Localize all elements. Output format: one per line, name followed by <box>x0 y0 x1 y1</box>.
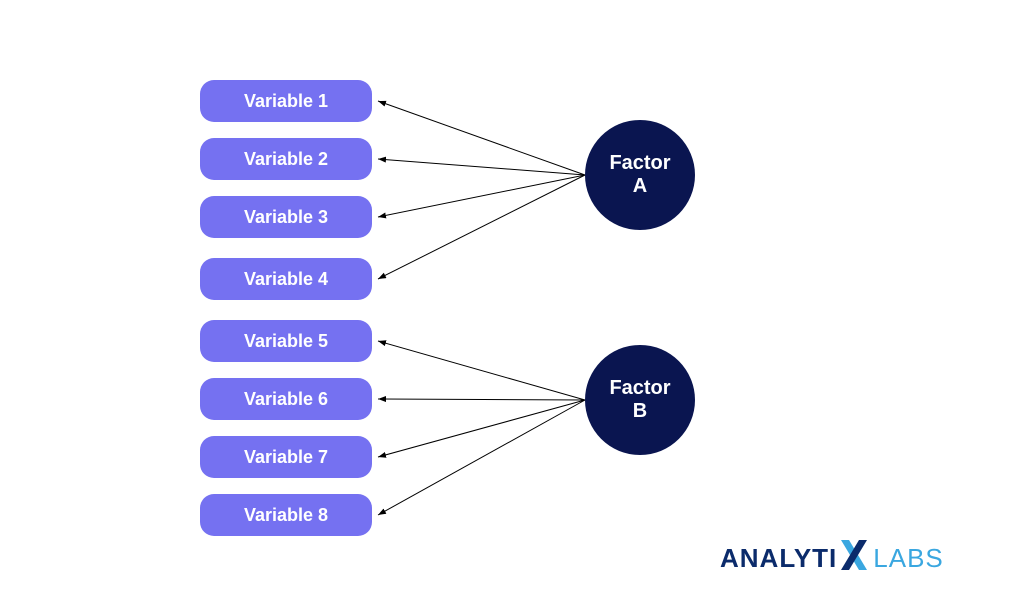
variable-label: Variable 2 <box>244 149 328 170</box>
factor-label-line1: Factor <box>609 377 670 400</box>
edge-factorA-var2 <box>378 159 585 175</box>
edge-factorA-var4 <box>378 175 585 279</box>
variable-label: Variable 3 <box>244 207 328 228</box>
factor-label-line1: Factor <box>609 152 670 175</box>
factor-a: FactorA <box>585 120 695 230</box>
variable-2: Variable 2 <box>200 138 372 180</box>
edges-layer <box>0 0 1024 597</box>
variable-7: Variable 7 <box>200 436 372 478</box>
edge-factorB-var8 <box>378 400 585 515</box>
variable-1: Variable 1 <box>200 80 372 122</box>
logo-x-icon <box>837 540 871 577</box>
logo-text-part1: ANALYTI <box>720 543 837 574</box>
variable-label: Variable 4 <box>244 269 328 290</box>
edge-factorA-var3 <box>378 175 585 217</box>
variable-label: Variable 8 <box>244 505 328 526</box>
logo-text-part2: LABS <box>873 543 944 574</box>
variable-3: Variable 3 <box>200 196 372 238</box>
edge-factorB-var7 <box>378 400 585 457</box>
edge-factorB-var5 <box>378 341 585 400</box>
variable-6: Variable 6 <box>200 378 372 420</box>
edge-group <box>378 101 585 515</box>
variable-label: Variable 7 <box>244 447 328 468</box>
variable-5: Variable 5 <box>200 320 372 362</box>
factor-label: FactorA <box>609 152 670 198</box>
logo-x-svg <box>837 540 871 570</box>
factor-label-line2: B <box>609 400 670 423</box>
variable-label: Variable 6 <box>244 389 328 410</box>
edge-factorA-var1 <box>378 101 585 175</box>
edge-factorB-var6 <box>378 399 585 400</box>
factor-b: FactorB <box>585 345 695 455</box>
variable-label: Variable 1 <box>244 91 328 112</box>
brand-logo: ANALYTI LABS <box>720 540 944 577</box>
factor-label: FactorB <box>609 377 670 423</box>
variable-label: Variable 5 <box>244 331 328 352</box>
variable-4: Variable 4 <box>200 258 372 300</box>
diagram-canvas: Variable 1 Variable 2 Variable 3 Variable 4… <box>0 0 1024 597</box>
factor-label-line2: A <box>609 175 670 198</box>
variable-8: Variable 8 <box>200 494 372 536</box>
